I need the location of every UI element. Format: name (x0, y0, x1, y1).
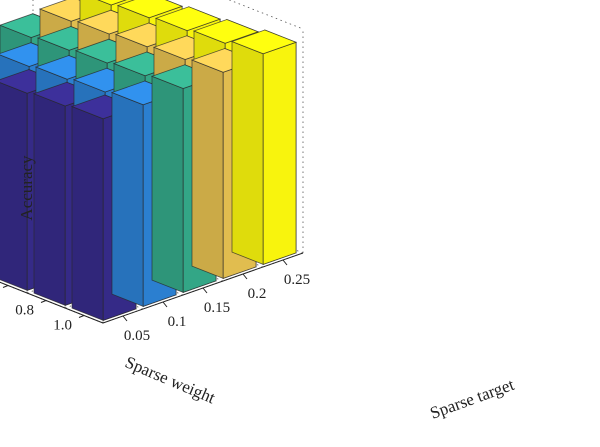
bar-top-face (230, 29, 298, 55)
bar-left-face (111, 91, 144, 307)
bar-top-face (154, 6, 222, 32)
bar-top-face (97, 0, 127, 6)
y-tick (40, 300, 47, 303)
x-tick-label: 0.25 (284, 272, 310, 288)
x-tick (242, 273, 248, 280)
x-tick (162, 301, 168, 308)
bar-top-face (116, 0, 184, 19)
bar-left-face (191, 59, 224, 279)
bar (230, 29, 298, 265)
x-tick-label: 0.1 (168, 314, 187, 330)
y-tick (2, 285, 9, 288)
axes: 00.20.40.60.810.20.40.60.81.00.050.10.15… (0, 252, 310, 344)
x-tick (122, 315, 128, 322)
y-tick (78, 315, 85, 318)
bars (0, 0, 298, 321)
x-axis-label: Sparse target (428, 375, 517, 423)
bar-left-face (71, 105, 104, 321)
bar-top-face (192, 19, 260, 44)
grid-line (228, 0, 304, 30)
x-tick (282, 259, 288, 266)
x-tick-label: 0.15 (204, 300, 230, 316)
y-tick-label: 0.8 (15, 303, 34, 319)
y-axis-label: Sparse weight (122, 352, 218, 407)
y-tick-label: 1.0 (53, 318, 72, 334)
bar-front-face (262, 41, 297, 265)
x-tick-label: 0.05 (124, 328, 150, 344)
bar-left-face (151, 75, 184, 293)
bar-left-face (33, 93, 66, 306)
x-tick (202, 287, 208, 294)
x-tick-label: 0.2 (248, 286, 267, 302)
z-axis-label: Accuracy (17, 155, 36, 221)
bar-left-face (231, 40, 264, 265)
